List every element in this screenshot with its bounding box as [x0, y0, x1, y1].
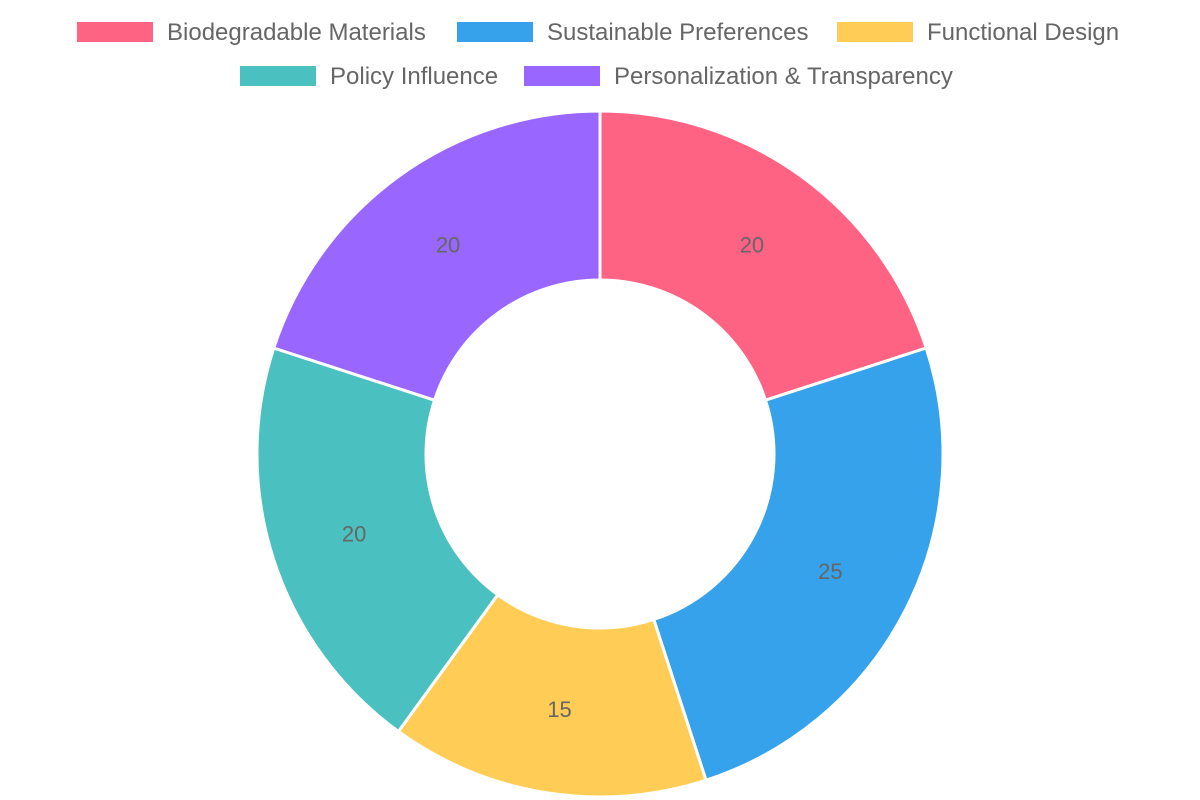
data-label-functional-design: 15: [547, 697, 571, 722]
legend-label-sustainable-preferences: Sustainable Preferences: [547, 19, 809, 46]
legend-swatch-policy-influence: [240, 66, 316, 86]
legend-swatch-biodegradable-materials: [77, 22, 153, 42]
data-label-policy-influence: 20: [342, 521, 366, 546]
data-label-biodegradable-materials: 20: [740, 232, 764, 257]
legend-swatch-sustainable-preferences: [457, 22, 533, 42]
slice-biodegradable-materials[interactable]: [598, 109, 929, 403]
legend-label-functional-design: Functional Design: [927, 19, 1119, 46]
legend-item-sustainable-preferences[interactable]: Sustainable Preferences: [457, 19, 809, 46]
slice-functional-design[interactable]: [396, 592, 708, 799]
legend-label-policy-influence: Policy Influence: [330, 63, 498, 90]
legend-item-policy-influence[interactable]: Policy Influence: [240, 63, 498, 90]
legend-item-functional-design[interactable]: Functional Design: [837, 19, 1119, 46]
legend-item-biodegradable-materials[interactable]: Biodegradable Materials: [77, 19, 426, 46]
legend-swatch-personalization-transparency: [524, 66, 600, 86]
slice-data-labels: 20 25 15 20 20: [342, 232, 843, 721]
slice-policy-influence[interactable]: [255, 346, 500, 734]
data-label-personalization-transparency: 20: [436, 232, 460, 257]
slice-sustainable-preferences[interactable]: [651, 346, 945, 783]
doughnut-slices: [255, 109, 945, 799]
slice-personalization-transparency[interactable]: [271, 109, 602, 403]
chart-legend: Biodegradable Materials Sustainable Pref…: [77, 19, 1119, 90]
legend-swatch-functional-design: [837, 22, 913, 42]
legend-label-biodegradable-materials: Biodegradable Materials: [167, 19, 426, 46]
legend-item-personalization-transparency[interactable]: Personalization & Transparency: [524, 63, 953, 90]
legend-label-personalization-transparency: Personalization & Transparency: [614, 63, 953, 90]
data-label-sustainable-preferences: 25: [818, 559, 842, 584]
